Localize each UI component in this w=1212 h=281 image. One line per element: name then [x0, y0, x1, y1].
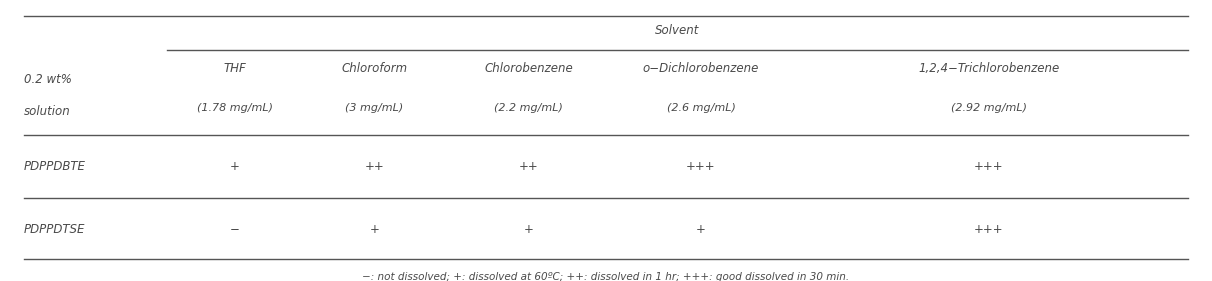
Text: +: +	[524, 223, 533, 237]
Text: +++: +++	[974, 223, 1004, 237]
Text: THF: THF	[223, 62, 246, 75]
Text: ++: ++	[365, 160, 384, 173]
Text: o−Dichlorobenzene: o−Dichlorobenzene	[642, 62, 759, 75]
Text: +: +	[230, 160, 240, 173]
Text: (2.6 mg/mL): (2.6 mg/mL)	[667, 103, 736, 114]
Text: −: not dissolved; +: dissolved at 60ºC; ++: dissolved in 1 hr; +++: good dissolv: −: not dissolved; +: dissolved at 60ºC; …	[362, 272, 850, 281]
Text: 1,2,4−Trichlorobenzene: 1,2,4−Trichlorobenzene	[919, 62, 1059, 75]
Text: +: +	[696, 223, 705, 237]
Text: +++: +++	[974, 160, 1004, 173]
Text: PDPPDTSE: PDPPDTSE	[24, 223, 85, 237]
Text: −: −	[230, 223, 240, 237]
Text: PDPPDBTE: PDPPDBTE	[24, 160, 86, 173]
Text: ++: ++	[519, 160, 538, 173]
Text: (3 mg/mL): (3 mg/mL)	[345, 103, 404, 114]
Text: Chloroform: Chloroform	[342, 62, 407, 75]
Text: +++: +++	[686, 160, 716, 173]
Text: 0.2 wt%: 0.2 wt%	[24, 73, 72, 86]
Text: (2.2 mg/mL): (2.2 mg/mL)	[494, 103, 564, 114]
Text: (1.78 mg/mL): (1.78 mg/mL)	[196, 103, 273, 114]
Text: Chlorobenzene: Chlorobenzene	[485, 62, 573, 75]
Text: +: +	[370, 223, 379, 237]
Text: solution: solution	[24, 105, 70, 118]
Text: (2.92 mg/mL): (2.92 mg/mL)	[951, 103, 1027, 114]
Text: Solvent: Solvent	[654, 24, 699, 37]
